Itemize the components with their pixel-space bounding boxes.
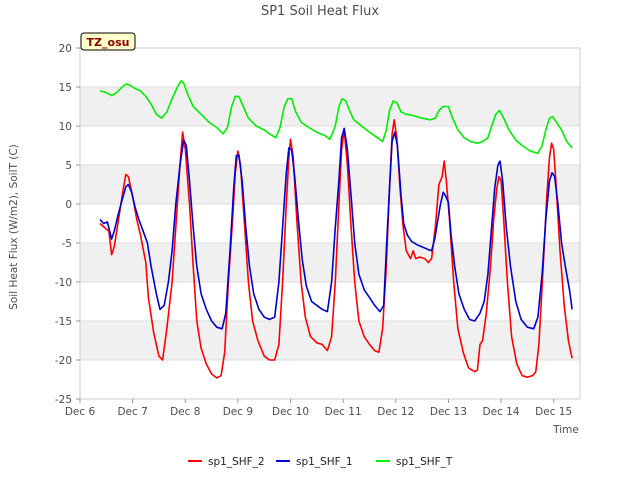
- legend: sp1_SHF_2 sp1_SHF_1 sp1_SHF_T: [188, 456, 453, 468]
- y-tick-label: -10: [55, 277, 72, 289]
- y-axis: -25 -20 -15 -10 -5 0 5 10 15 20: [55, 43, 80, 406]
- x-tick-label: Dec 14: [483, 406, 520, 418]
- x-tick-label: Dec 8: [170, 406, 200, 418]
- y-tick-label: 20: [59, 43, 72, 55]
- x-tick-label: Dec 6: [65, 406, 96, 418]
- x-tick-label: Dec 10: [272, 406, 309, 418]
- series-line-sp1_SHF_2: [99, 119, 573, 379]
- series-line-sp1_SHF_T: [99, 80, 573, 155]
- legend-label: sp1_SHF_1: [296, 456, 353, 468]
- y-tick-label: -5: [62, 238, 72, 250]
- y-tick-label: 5: [65, 160, 72, 172]
- badge-box: [80, 32, 136, 51]
- chart-title: SP1 Soil Heat Flux: [261, 4, 379, 19]
- legend-label: sp1_SHF_2: [208, 456, 265, 468]
- plot-area: [79, 47, 581, 400]
- x-tick-label: Dec 11: [325, 406, 362, 418]
- x-tick-label: Dec 12: [377, 406, 414, 418]
- y-tick-label: 15: [59, 82, 72, 94]
- x-tick-label: Dec 13: [430, 406, 467, 418]
- badge-label: TZ_osu: [87, 36, 130, 49]
- x-tick-label: Dec 7: [117, 406, 147, 418]
- x-tick-label: Dec 9: [223, 406, 253, 418]
- y-tick-label: -25: [55, 394, 72, 406]
- series-layer: [99, 80, 573, 379]
- plot-border: [79, 47, 581, 400]
- badge: TZ_osu: [80, 32, 136, 51]
- y-tick-label: -15: [55, 316, 72, 328]
- y-tick-label: 0: [65, 199, 72, 211]
- grid-band: [80, 165, 580, 204]
- series-line-sp1_SHF_1: [99, 127, 573, 330]
- y-tick-label: -20: [55, 355, 72, 367]
- grid-band: [80, 87, 580, 126]
- y-axis-label: Soil Heat Flux (W/m2), SoilT (C): [8, 144, 20, 310]
- grid-band: [80, 243, 580, 282]
- y-tick-label: 10: [59, 121, 72, 133]
- x-axis-label: Time: [552, 424, 579, 436]
- x-tick-label: Dec 15: [535, 406, 572, 418]
- x-axis: Dec 6 Dec 7 Dec 8 Dec 9 Dec 10 Dec 11 Dec 12 De…: [65, 399, 572, 418]
- legend-label: sp1_SHF_T: [396, 456, 453, 468]
